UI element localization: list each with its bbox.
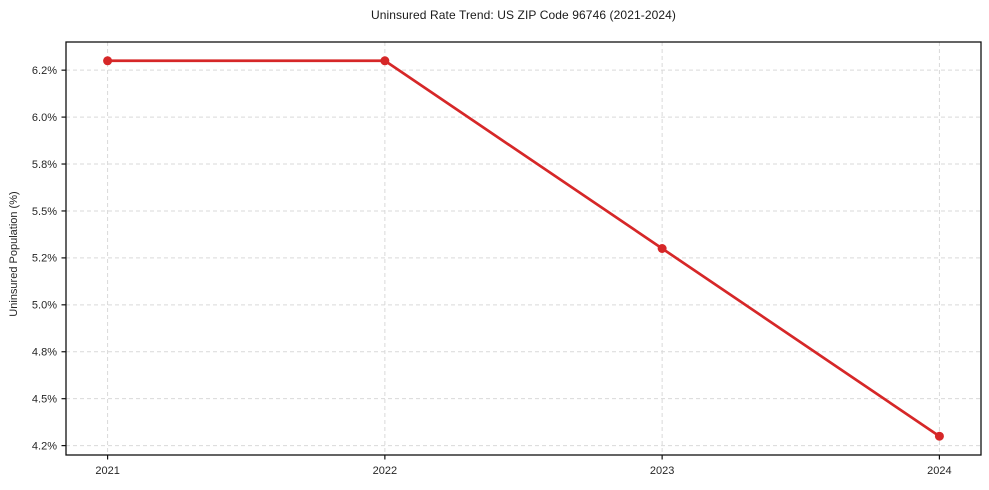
chart-title: Uninsured Rate Trend: US ZIP Code 96746 … <box>370 8 677 22</box>
plot-border <box>65 41 982 456</box>
data-point-marker <box>380 56 390 66</box>
y-tick-label: 5.5% <box>32 206 57 218</box>
data-point-marker <box>657 244 667 253</box>
x-tick-label: 2024 <box>927 465 951 477</box>
y-tick-label: 5.2% <box>32 253 57 265</box>
trend-line <box>106 59 941 438</box>
x-tick-label: 2022 <box>373 465 397 477</box>
y-tick-label: 5.8% <box>32 159 57 171</box>
x-tick-label: 2021 <box>95 465 119 477</box>
data-point-marker <box>934 431 944 441</box>
y-axis-label: Uninsured Population (%) <box>8 191 20 317</box>
data-point-marker <box>103 56 113 66</box>
y-tick-label: 4.5% <box>32 394 57 406</box>
y-tick-label: 4.2% <box>32 440 57 452</box>
x-tick-label: 2023 <box>650 465 674 477</box>
y-tick-label: 6.2% <box>32 65 57 77</box>
y-tick-label: 6.0% <box>32 112 57 124</box>
y-tick-label: 4.8% <box>32 347 57 359</box>
y-tick-label: 5.0% <box>32 300 57 312</box>
